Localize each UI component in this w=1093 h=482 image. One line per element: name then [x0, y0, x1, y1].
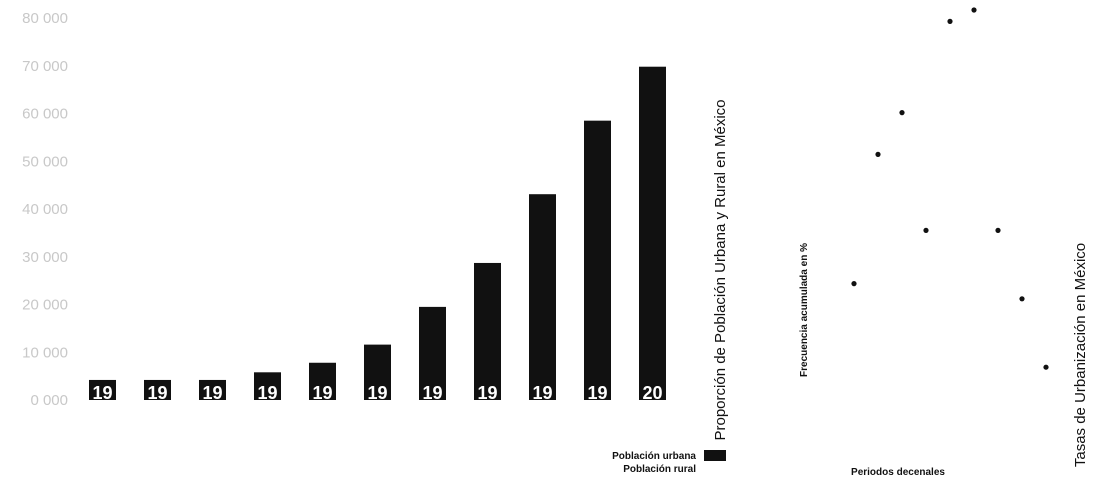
scatter-point [851, 281, 857, 287]
y-tick-label: 0 000 [30, 392, 68, 409]
bar-labels: 19 19 19 19 19 19 19 19 19 19 20 [92, 383, 662, 403]
legend-label-urban: Población urbana [612, 451, 696, 462]
y-axis-label: Frecuencia acumulada en % [799, 243, 810, 377]
bar [639, 66, 666, 400]
bar-category-label: 19 [587, 383, 607, 403]
y-tick-label: 60 000 [22, 106, 68, 123]
y-tick-label: 20 000 [22, 297, 68, 314]
scatter-point [875, 151, 881, 157]
bar-category-label: 19 [202, 383, 222, 403]
legend: Población urbana Población rural [612, 450, 726, 475]
bar [254, 372, 281, 400]
bar [474, 262, 501, 400]
y-tick-label: 50 000 [22, 153, 68, 170]
bar-category-label: 19 [312, 383, 332, 403]
bar-category-label: 19 [367, 383, 387, 403]
bar-chart: 0 000 10 000 20 000 30 000 40 000 50 000 60 00… [22, 10, 729, 475]
scatter-points [851, 7, 1049, 370]
scatter-chart: Frecuencia acumulada en % Periodos decen… [799, 7, 1089, 478]
bar [364, 344, 391, 400]
scatter-point [995, 227, 1001, 233]
y-tick-label: 30 000 [22, 249, 68, 266]
bar-category-label: 19 [257, 383, 277, 403]
y-tick-label: 80 000 [22, 10, 68, 27]
bars [89, 66, 666, 400]
bar-category-label: 20 [642, 383, 662, 403]
y-axis-ticks: 0 000 10 000 20 000 30 000 40 000 50 000 60 00… [22, 10, 68, 409]
legend-swatch-urban [704, 450, 726, 461]
bar [419, 306, 446, 400]
y-tick-label: 40 000 [22, 201, 68, 218]
bar [89, 379, 116, 400]
bar-category-label: 19 [147, 383, 167, 403]
bar [584, 120, 611, 400]
bar [199, 379, 226, 400]
scatter-point [923, 227, 929, 233]
bar-category-label: 19 [532, 383, 552, 403]
scatter-point [899, 110, 905, 116]
scatter-point [947, 18, 953, 24]
legend-label-rural: Población rural [623, 464, 696, 475]
bar [144, 379, 171, 400]
bar-category-label: 19 [422, 383, 442, 403]
scatter-point [971, 7, 977, 13]
y-tick-label: 70 000 [22, 58, 68, 75]
chart-title: Proporción de Población Urbana y Rural e… [712, 99, 729, 440]
bar [529, 194, 556, 400]
y-tick-label: 10 000 [22, 344, 68, 361]
bar-category-label: 19 [92, 383, 112, 403]
scatter-point [1019, 296, 1025, 302]
bar [309, 362, 336, 400]
x-axis-label: Periodos decenales [851, 467, 945, 478]
bar-category-label: 19 [477, 383, 497, 403]
chart-title-urbanization: Tasas de Urbanización en México [1072, 243, 1089, 467]
scatter-point [1043, 364, 1049, 370]
